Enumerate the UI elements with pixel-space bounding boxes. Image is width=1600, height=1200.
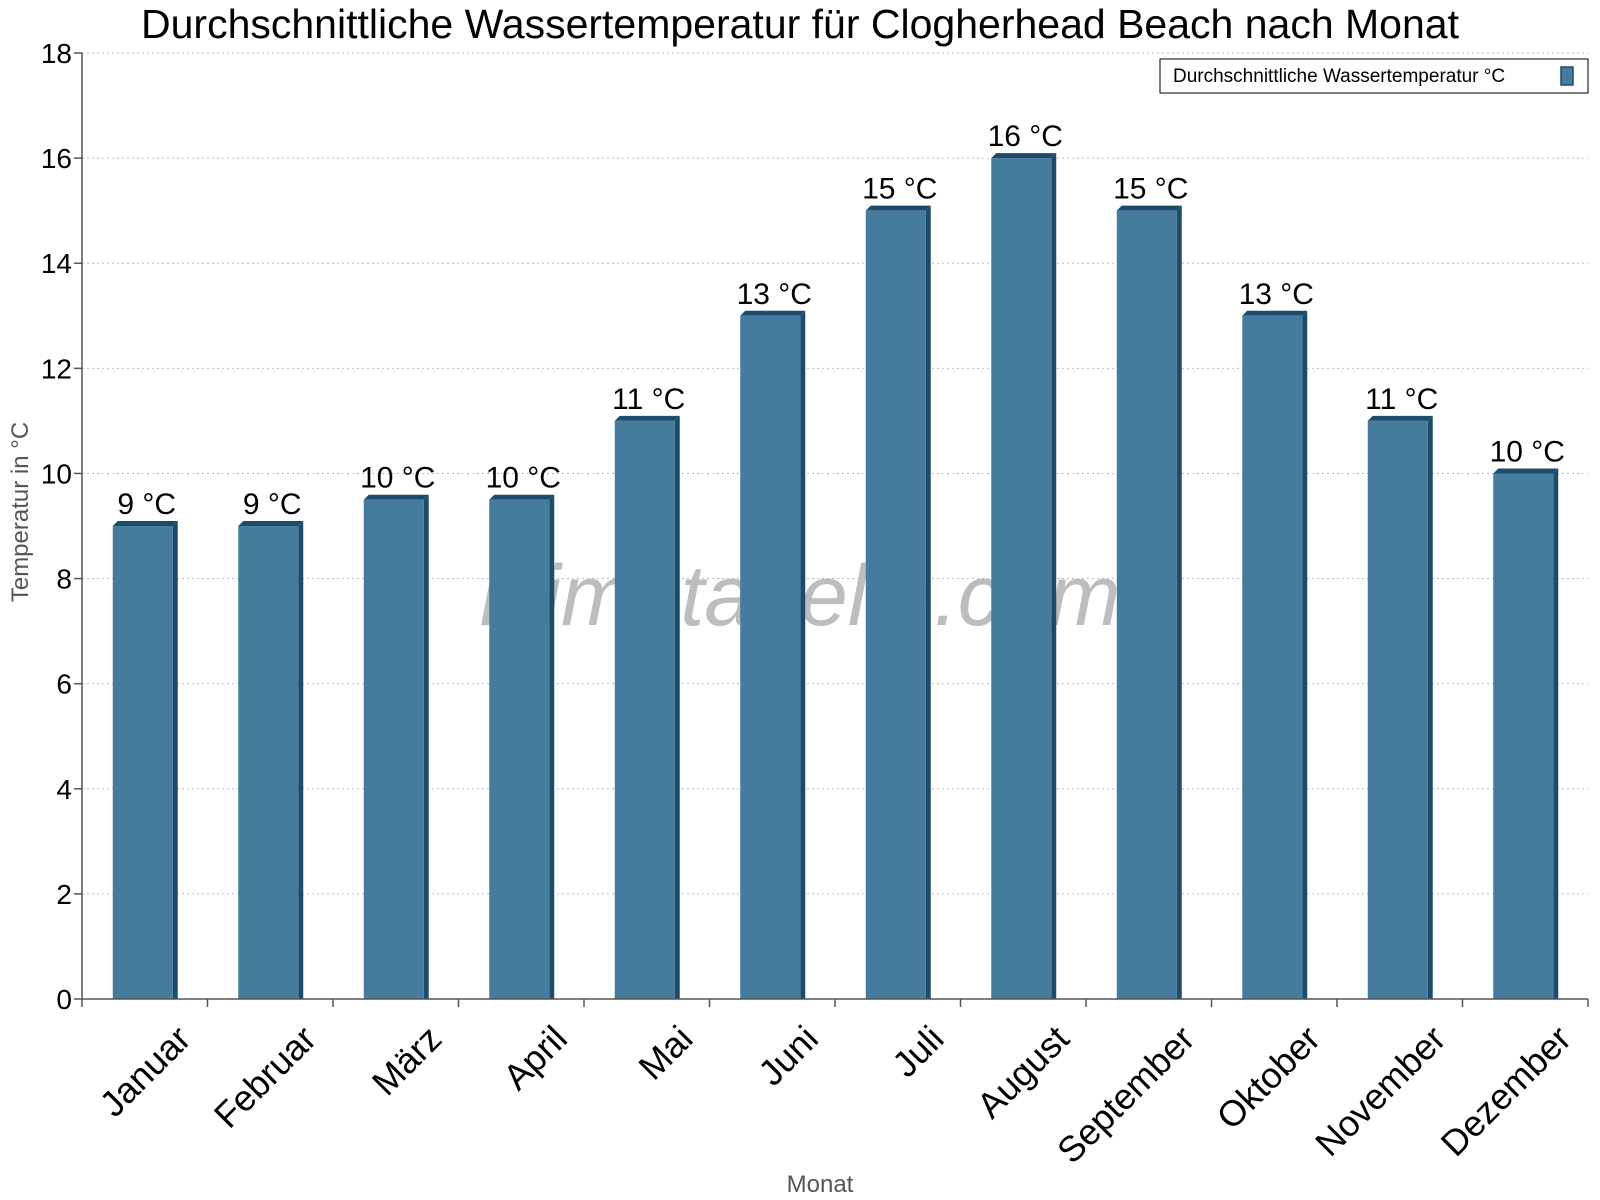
bar-front [991, 158, 1052, 1000]
grid-lines [82, 52, 1588, 895]
y-tick-label: 0 [56, 984, 72, 1015]
data-label: 15 °C [1113, 173, 1188, 206]
x-category-label: August [969, 1018, 1077, 1126]
x-category-label: Oktober [1208, 1018, 1328, 1138]
bar-front [865, 210, 926, 999]
bar-side [1553, 468, 1559, 999]
x-category-label: September [1049, 1018, 1203, 1172]
data-labels: 9 °C 9 °C 10 °C 10 °C 11 °C 13 °C 15 °C 16 °C 15… [117, 120, 1565, 521]
data-label: 11 °C [1365, 383, 1438, 416]
bar-front [238, 526, 299, 999]
bar [363, 494, 429, 999]
chart-title: Durchschnittliche Wassertemperatur für C… [141, 1, 1460, 47]
bar-top [112, 521, 178, 526]
bar-top [1242, 310, 1308, 316]
bar-front [1493, 473, 1554, 999]
bar-front [614, 420, 675, 999]
y-tick-label: 6 [56, 669, 72, 700]
x-axis-title: Monat [787, 1171, 854, 1198]
bar [740, 310, 806, 999]
bar-top [238, 521, 304, 526]
data-label: 16 °C [988, 120, 1063, 153]
bar-top [740, 310, 806, 316]
data-label: 10 °C [1490, 435, 1565, 468]
bar-top [489, 494, 555, 500]
bar-front [1367, 420, 1428, 999]
x-category-label: März [364, 1018, 450, 1104]
bar-front [363, 499, 424, 999]
x-category-label: Dezember [1432, 1018, 1578, 1164]
bar-top [865, 205, 931, 211]
bar-front [1242, 315, 1303, 999]
bar-series [112, 153, 1559, 1000]
bar-top [991, 153, 1057, 159]
bar-top [1367, 415, 1433, 421]
y-tick-label: 18 [41, 38, 72, 69]
y-tick-label: 10 [41, 458, 72, 489]
data-label: 10 °C [486, 462, 561, 495]
bar [1116, 205, 1182, 999]
bar-top [1116, 205, 1182, 211]
x-category-label: November [1307, 1018, 1453, 1164]
bar-side [172, 521, 178, 999]
bar-side [1302, 310, 1308, 999]
legend: Durchschnittliche Wassertemperatur °C [1159, 58, 1589, 94]
bar-side [1051, 153, 1057, 1000]
bar [489, 494, 555, 999]
legend-swatch [1560, 66, 1574, 86]
data-label: 15 °C [862, 173, 937, 206]
bar [991, 153, 1057, 1000]
bar-side [1176, 205, 1182, 999]
y-tick-label: 12 [41, 353, 72, 384]
x-category-label: Mai [630, 1018, 700, 1088]
x-category-label: Juni [750, 1018, 826, 1094]
x-category-label: April [495, 1018, 575, 1098]
data-label: 9 °C [117, 488, 176, 521]
bar-top [363, 494, 429, 500]
x-axis-ticks: Januar Februar März April Mai Juni Juli AugustS… [81, 999, 1589, 1172]
data-label: 13 °C [1239, 278, 1314, 311]
x-category-label: Juli [884, 1018, 951, 1085]
bar [112, 521, 178, 999]
bar-front [740, 315, 801, 999]
bar-side [423, 494, 429, 999]
bar [614, 415, 680, 999]
bar-side [1427, 415, 1433, 999]
bar [1367, 415, 1433, 999]
data-label: 10 °C [360, 462, 435, 495]
bar [1493, 468, 1559, 999]
y-axis-ticks: 0 2 4 6 8 10 12 14 16 18 [41, 38, 82, 1015]
bar-top [614, 415, 680, 421]
bar [238, 521, 304, 999]
bar-side [800, 310, 806, 999]
legend-label: Durchschnittliche Wassertemperatur °C [1173, 66, 1505, 87]
data-label: 11 °C [612, 383, 685, 416]
bar-front [112, 526, 173, 999]
y-tick-label: 4 [56, 774, 72, 805]
y-tick-label: 14 [41, 248, 72, 279]
bar-side [298, 521, 304, 999]
y-axis-title: Temperatur in °C [7, 422, 34, 602]
bar-side [674, 415, 680, 999]
y-tick-label: 2 [56, 879, 72, 910]
data-label: 9 °C [243, 488, 302, 521]
x-category-label: Februar [206, 1018, 324, 1136]
data-label: 13 °C [737, 278, 812, 311]
bar-side [549, 494, 555, 999]
bar [1242, 310, 1308, 999]
bar-front [489, 499, 550, 999]
bar-top [1493, 468, 1559, 474]
x-category-label: Januar [92, 1018, 199, 1125]
bar-side [925, 205, 931, 999]
y-tick-label: 16 [41, 143, 72, 174]
bar-front [1116, 210, 1177, 999]
y-tick-label: 8 [56, 564, 72, 595]
bar [865, 205, 931, 999]
legend-box [1159, 58, 1589, 94]
